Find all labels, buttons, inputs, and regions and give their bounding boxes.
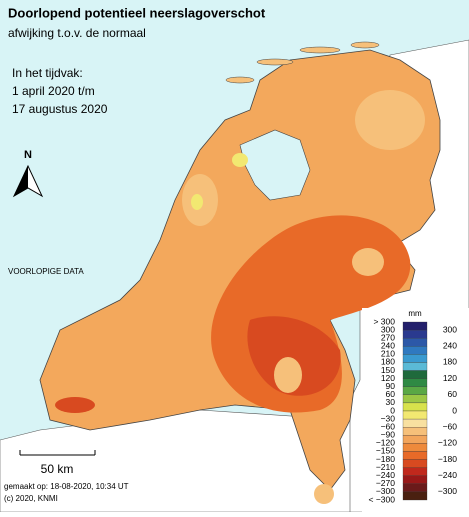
- legend-label-right: 300: [443, 324, 457, 334]
- island: [225, 76, 255, 84]
- legend-label-left: −210: [376, 462, 395, 472]
- legend-label-left: > 300: [373, 316, 395, 326]
- legend-swatch: [402, 483, 428, 493]
- legend-swatch: [402, 346, 428, 355]
- north-label: N: [24, 149, 32, 161]
- period-line: 17 augustus 2020: [12, 102, 108, 116]
- legend-label-right: 120: [443, 373, 457, 383]
- legend-swatch: [402, 410, 428, 420]
- subtitle: afwijking t.o.v. de normaal: [8, 26, 146, 40]
- title: Doorlopend potentieel neerslagoverschot: [8, 5, 266, 20]
- legend-swatch: [402, 418, 428, 428]
- legend-label-right: −60: [443, 421, 458, 431]
- ijsselmeer: [239, 129, 311, 201]
- legend-swatch: [402, 435, 428, 444]
- legend-swatch: [402, 467, 428, 476]
- legend-label-left: 180: [381, 357, 395, 367]
- footer-made: gemaakt op: 18-08-2020, 10:34 UT: [4, 482, 129, 491]
- island: [256, 58, 294, 66]
- legend-label-left: 30: [386, 397, 396, 407]
- legend-swatch: [402, 475, 428, 484]
- legend-label-left: 120: [381, 373, 395, 383]
- legend-swatch: [402, 354, 428, 363]
- zeeland-area: [55, 397, 95, 413]
- legend-label-right: 60: [448, 389, 458, 399]
- legend-label-right: −240: [438, 470, 457, 480]
- notice: VOORLOPIGE DATA: [8, 267, 84, 276]
- legend-unit: mm: [408, 309, 422, 318]
- local-area: [232, 153, 248, 167]
- west-area: [191, 194, 203, 210]
- legend-label-left: −90: [381, 430, 396, 440]
- legend-swatch: [402, 329, 428, 339]
- legend-label-right: −300: [438, 486, 457, 496]
- period-line: 1 april 2020 t/m: [12, 84, 95, 98]
- very-dry-region: [247, 316, 341, 396]
- legend-label-left: 240: [381, 341, 395, 351]
- legend-swatch: [402, 394, 428, 404]
- local-area: [274, 357, 302, 393]
- legend-label-right: −120: [438, 438, 457, 448]
- legend-label-left: 90: [386, 381, 396, 391]
- island: [299, 46, 341, 54]
- legend-label-left: −120: [376, 438, 395, 448]
- legend-label-left: −270: [376, 478, 395, 488]
- legend-swatch: [402, 427, 428, 436]
- period-line: In het tijdvak:: [12, 66, 83, 80]
- legend-swatch: [402, 362, 428, 371]
- legend-swatch: [402, 338, 428, 347]
- north-area: [355, 90, 425, 150]
- legend-swatch: [402, 378, 428, 387]
- legend-swatch: [402, 451, 428, 460]
- legend-swatch: [402, 402, 428, 412]
- footer-copyright: (c) 2020, KNMI: [4, 494, 58, 503]
- legend-label-left: −60: [381, 421, 396, 431]
- legend-swatch: [402, 386, 428, 395]
- north-arrow: [14, 166, 28, 196]
- legend-label-right: 0: [452, 405, 457, 415]
- legend-label-left: −180: [376, 454, 395, 464]
- legend-label-left: < −300: [369, 494, 396, 504]
- legend-swatch: [402, 459, 428, 468]
- legend-label-right: 180: [443, 357, 457, 367]
- scale-label: 50 km: [41, 462, 74, 476]
- legend: > 3003002702402101801501209060300−30−60−…: [369, 316, 458, 504]
- legend-label-right: −180: [438, 454, 457, 464]
- legend-label-left: 0: [390, 405, 395, 415]
- legend-swatch: [402, 443, 428, 452]
- island: [350, 41, 380, 49]
- legend-swatch: [402, 491, 428, 501]
- legend-swatch: [402, 321, 428, 331]
- legend-label-left: 210: [381, 349, 395, 359]
- legend-label-left: −150: [376, 446, 395, 456]
- legend-label-left: 150: [381, 365, 395, 375]
- legend-label-left: −240: [376, 470, 395, 480]
- legend-label-left: 270: [381, 332, 395, 342]
- local-area: [352, 248, 384, 276]
- legend-swatch: [402, 370, 428, 379]
- legend-label-right: 240: [443, 341, 457, 351]
- legend-label-left: −300: [376, 486, 395, 496]
- limburg-area: [314, 484, 334, 504]
- legend-label-left: 300: [381, 324, 395, 334]
- legend-label-left: −30: [381, 413, 396, 423]
- legend-label-left: 60: [386, 389, 396, 399]
